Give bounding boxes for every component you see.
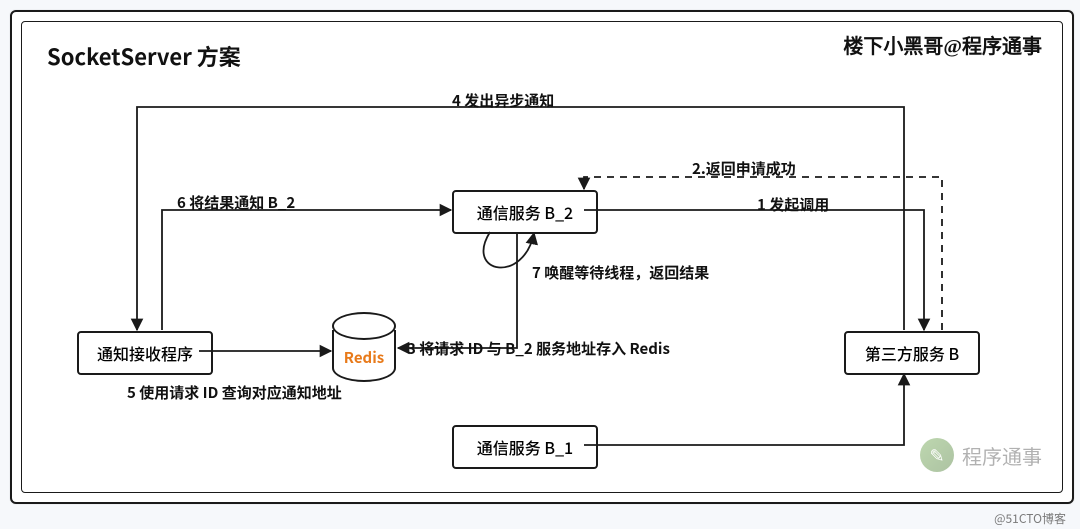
node-b2: 通信服务 B_2 bbox=[452, 190, 598, 234]
node-receiver-label: 通知接收程序 bbox=[97, 341, 193, 365]
watermark-text: 程序通事 bbox=[962, 441, 1042, 470]
credit-text: 楼下小黑哥@程序通事 bbox=[843, 30, 1042, 59]
node-receiver: 通知接收程序 bbox=[77, 331, 213, 375]
node-redis: Redis bbox=[332, 312, 396, 382]
redis-lid bbox=[332, 312, 396, 340]
diagram-canvas: SocketServer 方案 楼下小黑哥@程序通事 通知接收程序 Redis … bbox=[10, 10, 1074, 504]
watermark-icon: ✎ bbox=[920, 438, 954, 472]
diagram-title: SocketServer 方案 bbox=[47, 40, 241, 72]
node-third-label: 第三方服务 B bbox=[865, 341, 959, 365]
watermark: ✎ 程序通事 bbox=[920, 438, 1042, 472]
label-e3: 3 将请求 ID 与 B_2 服务地址存入 Redis bbox=[407, 338, 670, 359]
label-e7: 7 唤醒等待线程，返回结果 bbox=[532, 262, 709, 283]
node-third: 第三方服务 B bbox=[844, 331, 980, 375]
node-b1-label: 通信服务 B_1 bbox=[477, 435, 573, 459]
label-e5: 5 使用请求 ID 查询对应通知地址 bbox=[127, 382, 342, 403]
label-e1: 1 发起调用 bbox=[757, 194, 829, 215]
node-b2-label: 通信服务 B_2 bbox=[477, 200, 573, 224]
label-e6: 6 将结果通知 B_2 bbox=[177, 192, 295, 213]
footer-text: @51CTO博客 bbox=[994, 510, 1066, 527]
node-b1: 通信服务 B_1 bbox=[452, 425, 598, 469]
node-redis-label: Redis bbox=[332, 347, 396, 368]
label-e2: 2.返回申请成功 bbox=[692, 158, 796, 179]
label-e4: 4 发出异步通知 bbox=[452, 90, 554, 111]
